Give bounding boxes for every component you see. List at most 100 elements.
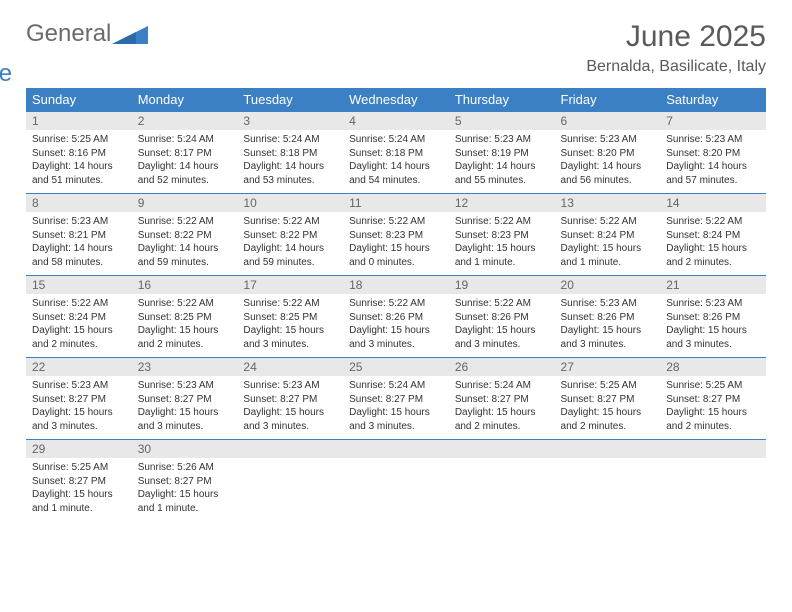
sunset-text: Sunset: 8:24 PM bbox=[561, 229, 655, 243]
sunset-text: Sunset: 8:27 PM bbox=[243, 393, 337, 407]
day-number-cell: 24 bbox=[237, 358, 343, 377]
sunrise-text: Sunrise: 5:22 AM bbox=[32, 297, 126, 311]
sunrise-text: Sunrise: 5:24 AM bbox=[243, 133, 337, 147]
daylight-text: Daylight: 14 hours and 59 minutes. bbox=[243, 242, 337, 269]
content-row: Sunrise: 5:23 AMSunset: 8:27 PMDaylight:… bbox=[26, 376, 766, 440]
daylight-text: Daylight: 15 hours and 2 minutes. bbox=[561, 406, 655, 433]
weekday-header-row: Sunday Monday Tuesday Wednesday Thursday… bbox=[26, 88, 766, 112]
day-content-cell: Sunrise: 5:23 AMSunset: 8:19 PMDaylight:… bbox=[449, 130, 555, 194]
sunrise-text: Sunrise: 5:25 AM bbox=[32, 461, 126, 475]
day-content-cell: Sunrise: 5:22 AMSunset: 8:24 PMDaylight:… bbox=[660, 212, 766, 276]
day-number-cell: 17 bbox=[237, 276, 343, 295]
daylight-text: Daylight: 15 hours and 1 minute. bbox=[138, 488, 232, 515]
weekday-header: Wednesday bbox=[343, 88, 449, 112]
daylight-text: Daylight: 15 hours and 3 minutes. bbox=[32, 406, 126, 433]
daylight-text: Daylight: 14 hours and 57 minutes. bbox=[666, 160, 760, 187]
daylight-text: Daylight: 15 hours and 2 minutes. bbox=[138, 324, 232, 351]
day-content-cell: Sunrise: 5:23 AMSunset: 8:27 PMDaylight:… bbox=[132, 376, 238, 440]
day-number-cell bbox=[237, 440, 343, 459]
day-content-cell: Sunrise: 5:24 AMSunset: 8:18 PMDaylight:… bbox=[343, 130, 449, 194]
day-content-cell bbox=[660, 458, 766, 521]
day-content-cell: Sunrise: 5:22 AMSunset: 8:22 PMDaylight:… bbox=[132, 212, 238, 276]
day-number-cell: 8 bbox=[26, 194, 132, 213]
day-number-cell: 18 bbox=[343, 276, 449, 295]
sunset-text: Sunset: 8:26 PM bbox=[666, 311, 760, 325]
daynum-row: 891011121314 bbox=[26, 194, 766, 213]
day-content-cell: Sunrise: 5:22 AMSunset: 8:24 PMDaylight:… bbox=[26, 294, 132, 358]
sunset-text: Sunset: 8:23 PM bbox=[455, 229, 549, 243]
header: General Blue June 2025 Bernalda, Basilic… bbox=[26, 20, 766, 76]
day-content-cell: Sunrise: 5:24 AMSunset: 8:27 PMDaylight:… bbox=[343, 376, 449, 440]
day-number-cell: 15 bbox=[26, 276, 132, 295]
daylight-text: Daylight: 15 hours and 3 minutes. bbox=[243, 406, 337, 433]
sunrise-text: Sunrise: 5:25 AM bbox=[561, 379, 655, 393]
day-content-cell: Sunrise: 5:25 AMSunset: 8:27 PMDaylight:… bbox=[26, 458, 132, 521]
daylight-text: Daylight: 15 hours and 1 minute. bbox=[561, 242, 655, 269]
daylight-text: Daylight: 14 hours and 54 minutes. bbox=[349, 160, 443, 187]
day-number-cell: 22 bbox=[26, 358, 132, 377]
day-number-cell: 12 bbox=[449, 194, 555, 213]
weekday-header: Monday bbox=[132, 88, 238, 112]
daynum-row: 15161718192021 bbox=[26, 276, 766, 295]
day-content-cell: Sunrise: 5:22 AMSunset: 8:23 PMDaylight:… bbox=[449, 212, 555, 276]
daylight-text: Daylight: 15 hours and 3 minutes. bbox=[349, 406, 443, 433]
day-content-cell bbox=[343, 458, 449, 521]
day-content-cell: Sunrise: 5:25 AMSunset: 8:16 PMDaylight:… bbox=[26, 130, 132, 194]
weekday-header: Friday bbox=[555, 88, 661, 112]
sunrise-text: Sunrise: 5:22 AM bbox=[349, 215, 443, 229]
sunset-text: Sunset: 8:27 PM bbox=[138, 393, 232, 407]
sunset-text: Sunset: 8:20 PM bbox=[561, 147, 655, 161]
day-content-cell bbox=[237, 458, 343, 521]
location-label: Bernalda, Basilicate, Italy bbox=[586, 58, 766, 76]
day-content-cell: Sunrise: 5:22 AMSunset: 8:26 PMDaylight:… bbox=[343, 294, 449, 358]
sunset-text: Sunset: 8:25 PM bbox=[138, 311, 232, 325]
logo-text-general: General bbox=[26, 20, 111, 47]
content-row: Sunrise: 5:25 AMSunset: 8:16 PMDaylight:… bbox=[26, 130, 766, 194]
day-number-cell bbox=[343, 440, 449, 459]
sunset-text: Sunset: 8:24 PM bbox=[666, 229, 760, 243]
sunset-text: Sunset: 8:18 PM bbox=[349, 147, 443, 161]
sunrise-text: Sunrise: 5:24 AM bbox=[349, 133, 443, 147]
sunset-text: Sunset: 8:27 PM bbox=[349, 393, 443, 407]
day-number-cell: 1 bbox=[26, 112, 132, 131]
sunrise-text: Sunrise: 5:24 AM bbox=[138, 133, 232, 147]
sunset-text: Sunset: 8:19 PM bbox=[455, 147, 549, 161]
content-row: Sunrise: 5:22 AMSunset: 8:24 PMDaylight:… bbox=[26, 294, 766, 358]
logo-text-blue: Blue bbox=[0, 60, 49, 88]
sunrise-text: Sunrise: 5:24 AM bbox=[349, 379, 443, 393]
daylight-text: Daylight: 14 hours and 59 minutes. bbox=[138, 242, 232, 269]
sunrise-text: Sunrise: 5:22 AM bbox=[455, 215, 549, 229]
sunset-text: Sunset: 8:26 PM bbox=[455, 311, 549, 325]
day-number-cell: 2 bbox=[132, 112, 238, 131]
daylight-text: Daylight: 15 hours and 3 minutes. bbox=[138, 406, 232, 433]
calendar-body: 1234567Sunrise: 5:25 AMSunset: 8:16 PMDa… bbox=[26, 112, 766, 522]
sunrise-text: Sunrise: 5:23 AM bbox=[32, 379, 126, 393]
sunrise-text: Sunrise: 5:22 AM bbox=[455, 297, 549, 311]
daylight-text: Daylight: 15 hours and 3 minutes. bbox=[666, 324, 760, 351]
day-content-cell: Sunrise: 5:22 AMSunset: 8:25 PMDaylight:… bbox=[132, 294, 238, 358]
title-block: June 2025 Bernalda, Basilicate, Italy bbox=[586, 20, 766, 76]
day-number-cell: 9 bbox=[132, 194, 238, 213]
day-number-cell: 27 bbox=[555, 358, 661, 377]
daynum-row: 2930 bbox=[26, 440, 766, 459]
day-content-cell: Sunrise: 5:25 AMSunset: 8:27 PMDaylight:… bbox=[555, 376, 661, 440]
sunset-text: Sunset: 8:27 PM bbox=[561, 393, 655, 407]
sunrise-text: Sunrise: 5:22 AM bbox=[349, 297, 443, 311]
day-content-cell: Sunrise: 5:23 AMSunset: 8:26 PMDaylight:… bbox=[555, 294, 661, 358]
sunrise-text: Sunrise: 5:23 AM bbox=[561, 133, 655, 147]
daylight-text: Daylight: 14 hours and 58 minutes. bbox=[32, 242, 126, 269]
daylight-text: Daylight: 15 hours and 1 minute. bbox=[32, 488, 126, 515]
day-number-cell: 25 bbox=[343, 358, 449, 377]
sunset-text: Sunset: 8:27 PM bbox=[666, 393, 760, 407]
daylight-text: Daylight: 15 hours and 2 minutes. bbox=[455, 406, 549, 433]
sunset-text: Sunset: 8:27 PM bbox=[455, 393, 549, 407]
daylight-text: Daylight: 14 hours and 51 minutes. bbox=[32, 160, 126, 187]
day-content-cell: Sunrise: 5:22 AMSunset: 8:23 PMDaylight:… bbox=[343, 212, 449, 276]
daynum-row: 22232425262728 bbox=[26, 358, 766, 377]
day-content-cell: Sunrise: 5:25 AMSunset: 8:27 PMDaylight:… bbox=[660, 376, 766, 440]
sunset-text: Sunset: 8:27 PM bbox=[138, 475, 232, 489]
sunrise-text: Sunrise: 5:23 AM bbox=[455, 133, 549, 147]
sunrise-text: Sunrise: 5:22 AM bbox=[138, 297, 232, 311]
day-number-cell: 26 bbox=[449, 358, 555, 377]
daylight-text: Daylight: 15 hours and 1 minute. bbox=[455, 242, 549, 269]
